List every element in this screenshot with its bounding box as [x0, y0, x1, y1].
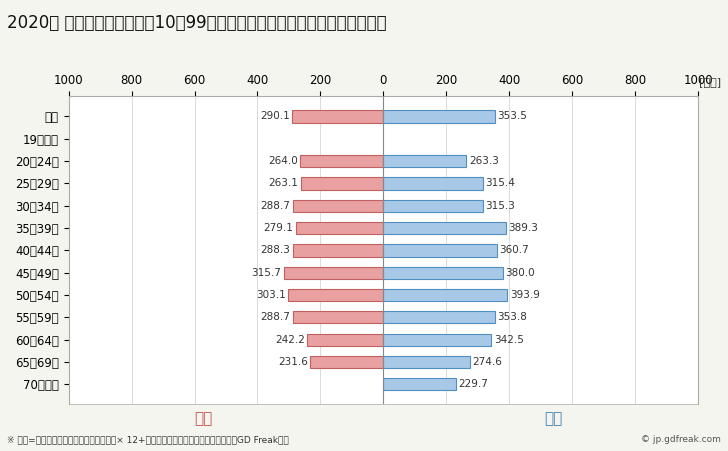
Bar — [384, 110, 494, 123]
Bar — [384, 311, 495, 323]
Bar — [384, 244, 497, 257]
Bar — [296, 222, 384, 234]
Bar — [384, 200, 483, 212]
Text: 290.1: 290.1 — [260, 111, 290, 121]
Text: 342.5: 342.5 — [494, 335, 523, 345]
Text: 315.4: 315.4 — [485, 179, 515, 189]
Text: 263.3: 263.3 — [469, 156, 499, 166]
Bar — [284, 267, 384, 279]
Text: 353.8: 353.8 — [497, 313, 527, 322]
Bar — [292, 110, 384, 123]
Text: 353.5: 353.5 — [497, 111, 527, 121]
Text: 389.3: 389.3 — [508, 223, 538, 233]
Text: 274.6: 274.6 — [472, 357, 502, 367]
Text: 264.0: 264.0 — [268, 156, 298, 166]
Bar — [288, 289, 384, 301]
Bar — [384, 289, 507, 301]
Text: 288.7: 288.7 — [260, 313, 290, 322]
Bar — [310, 356, 384, 368]
Bar — [384, 267, 503, 279]
Text: 288.7: 288.7 — [260, 201, 290, 211]
Text: 女性: 女性 — [194, 411, 213, 426]
Bar — [293, 200, 384, 212]
Bar — [384, 378, 456, 391]
Bar — [384, 334, 491, 346]
Text: ※ 年収=「きまって支給する現金給与額」× 12+「年間賞与その他特別給与額」としてGD Freak推計: ※ 年収=「きまって支給する現金給与額」× 12+「年間賞与その他特別給与額」と… — [7, 435, 289, 444]
Text: 2020年 民間企業（従業者数10〜99人）フルタイム労働者の男女別平均年収: 2020年 民間企業（従業者数10〜99人）フルタイム労働者の男女別平均年収 — [7, 14, 387, 32]
Text: 242.2: 242.2 — [274, 335, 304, 345]
Bar — [300, 155, 384, 167]
Bar — [384, 222, 506, 234]
Bar — [293, 244, 384, 257]
Text: 315.7: 315.7 — [252, 268, 282, 278]
Text: © jp.gdfreak.com: © jp.gdfreak.com — [641, 435, 721, 444]
Bar — [384, 155, 466, 167]
Text: 男性: 男性 — [544, 411, 563, 426]
Text: 231.6: 231.6 — [278, 357, 308, 367]
Text: 279.1: 279.1 — [263, 223, 293, 233]
Text: 288.3: 288.3 — [260, 245, 290, 255]
Bar — [293, 311, 384, 323]
Text: 360.7: 360.7 — [499, 245, 529, 255]
Text: 229.7: 229.7 — [458, 379, 488, 389]
Text: 393.9: 393.9 — [510, 290, 539, 300]
Text: 303.1: 303.1 — [256, 290, 285, 300]
Bar — [301, 177, 384, 189]
Text: 315.3: 315.3 — [485, 201, 515, 211]
Text: 263.1: 263.1 — [268, 179, 298, 189]
Bar — [384, 177, 483, 189]
Text: [万円]: [万円] — [699, 77, 721, 87]
Bar — [307, 334, 384, 346]
Bar — [384, 356, 470, 368]
Text: 380.0: 380.0 — [505, 268, 535, 278]
